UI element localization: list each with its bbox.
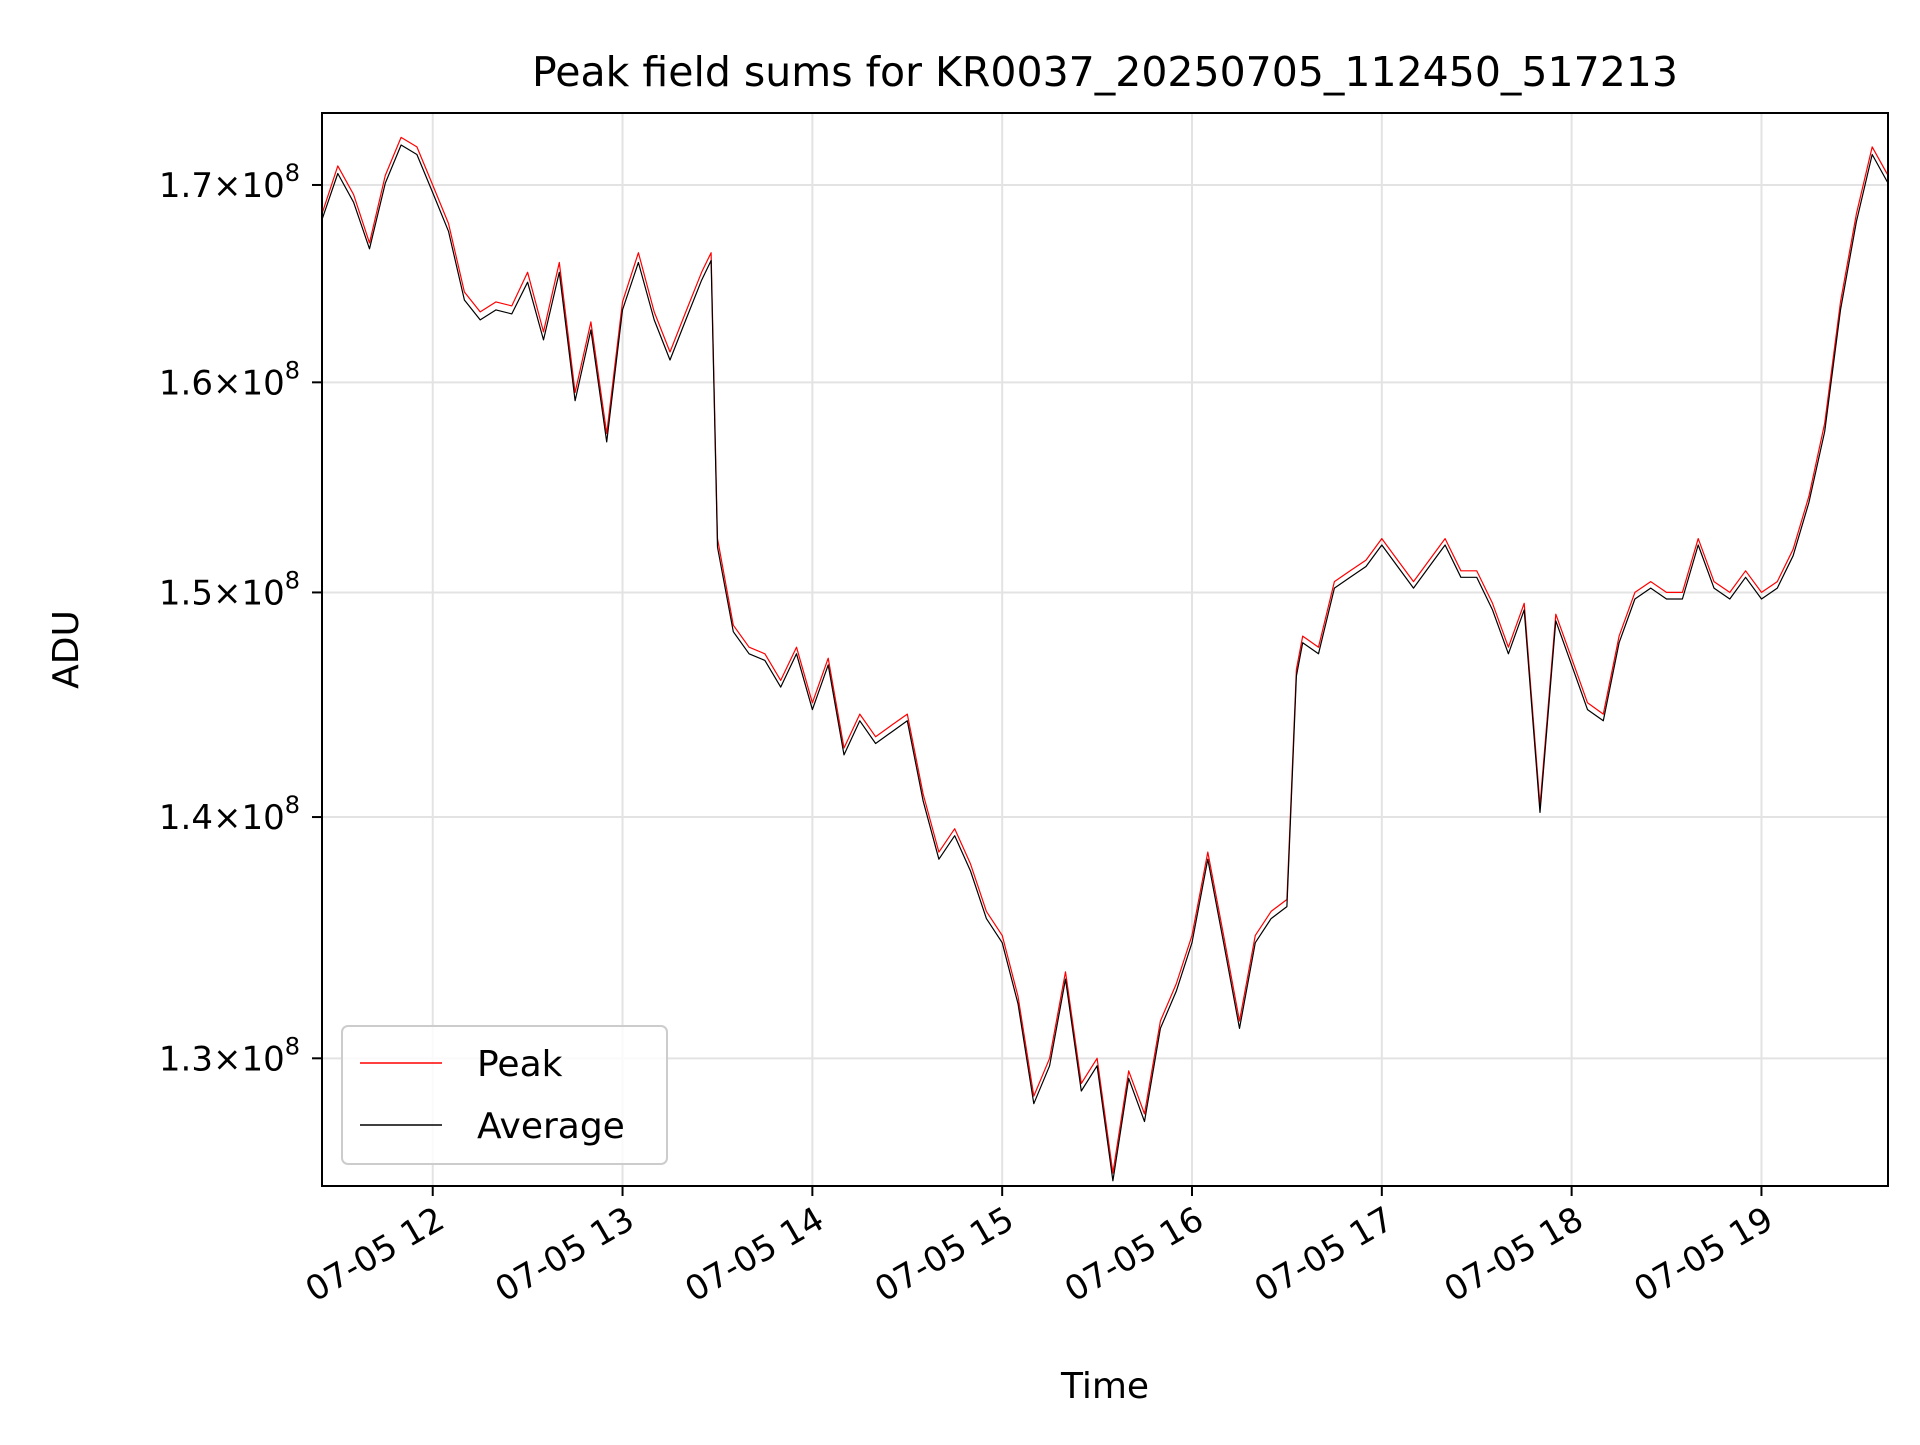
x-axis-label: Time <box>1060 1366 1149 1407</box>
y-tick-label: 1.5×108 <box>159 566 300 613</box>
plot-frame <box>321 112 1889 1187</box>
y-tick-times-sign: × <box>213 363 242 403</box>
y-tick-mantissa: 1.5 <box>159 573 213 613</box>
y-tick-exponent: 8 <box>285 566 300 594</box>
y-tick-mantissa: 1.7 <box>159 166 213 206</box>
y-tick-times-sign: × <box>213 166 242 206</box>
y-tick-label: 1.3×108 <box>159 1032 300 1079</box>
y-tick-exponent: 8 <box>285 791 300 819</box>
y-tick-base: 10 <box>241 573 284 613</box>
y-tick-base: 10 <box>241 1039 284 1079</box>
series-line-peak <box>322 136 1888 1174</box>
y-tick-label: 1.6×108 <box>159 356 300 403</box>
legend-box <box>341 1025 668 1165</box>
legend-label-peak: Peak <box>477 1044 563 1085</box>
y-tick-exponent: 8 <box>285 159 300 187</box>
y-axis-label: ADU <box>46 610 87 689</box>
y-tick-base: 10 <box>241 798 284 838</box>
y-tick-times-sign: × <box>213 798 242 838</box>
y-tick-mantissa: 1.6 <box>159 363 213 403</box>
y-tick-mantissa: 1.4 <box>159 798 213 838</box>
legend-label-average: Average <box>477 1106 625 1147</box>
y-tick-mantissa: 1.3 <box>159 1039 213 1079</box>
y-tick-label: 1.7×108 <box>159 159 300 206</box>
y-tick-times-sign: × <box>213 573 242 613</box>
y-tick-exponent: 8 <box>285 1032 300 1060</box>
series-line-average <box>322 144 1888 1182</box>
y-tick-base: 10 <box>241 363 284 403</box>
y-tick-times-sign: × <box>213 1039 242 1079</box>
chart-title: Peak field sums for KR0037_20250705_1124… <box>532 48 1678 96</box>
series-lines <box>322 136 1888 1182</box>
y-tick-exponent: 8 <box>285 356 300 384</box>
legend: Peak Average <box>341 1025 668 1165</box>
y-tick-base: 10 <box>241 166 284 206</box>
y-tick-label: 1.4×108 <box>159 791 300 838</box>
